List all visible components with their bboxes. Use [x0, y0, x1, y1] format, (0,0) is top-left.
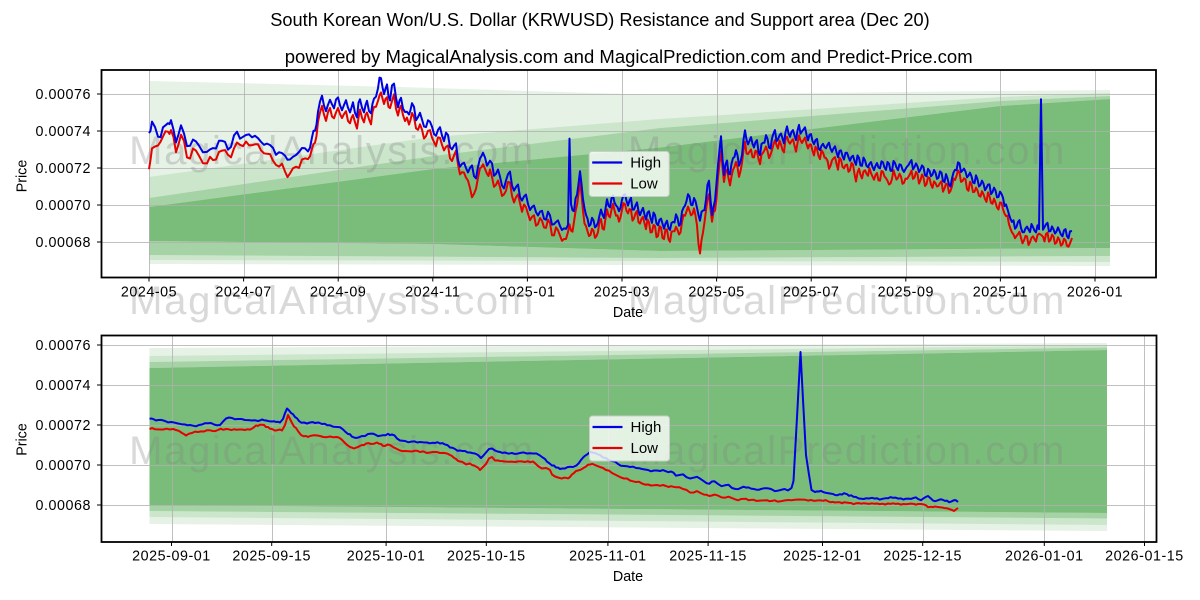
svg-text:MagicalAnalysis.com: MagicalAnalysis.com	[129, 279, 535, 323]
svg-text:High: High	[631, 419, 662, 436]
svg-text:0.00068: 0.00068	[35, 235, 91, 251]
svg-text:2024-07: 2024-07	[215, 285, 271, 301]
svg-text:2025-09-15: 2025-09-15	[232, 549, 311, 565]
svg-text:MagicalPrediction.com: MagicalPrediction.com	[628, 429, 1066, 473]
svg-text:2025-11: 2025-11	[973, 285, 1028, 301]
svg-text:2024-05: 2024-05	[121, 285, 177, 301]
svg-text:0.00072: 0.00072	[35, 418, 91, 434]
svg-text:Low: Low	[631, 440, 659, 457]
svg-text:2025-12-15: 2025-12-15	[883, 549, 962, 565]
svg-text:0.00074: 0.00074	[35, 378, 91, 394]
svg-text:Date: Date	[613, 305, 643, 321]
svg-text:2025-11-15: 2025-11-15	[669, 549, 747, 565]
svg-text:0.00076: 0.00076	[35, 87, 91, 103]
svg-text:2024-09: 2024-09	[310, 285, 366, 301]
svg-text:2024-11: 2024-11	[405, 285, 460, 301]
svg-text:Price: Price	[15, 160, 31, 193]
svg-text:2025-12-01: 2025-12-01	[783, 549, 862, 565]
svg-text:0.00074: 0.00074	[35, 124, 91, 140]
svg-text:0.00076: 0.00076	[35, 338, 91, 354]
svg-text:2025-09-01: 2025-09-01	[132, 549, 211, 565]
svg-text:2025-09: 2025-09	[878, 285, 934, 301]
svg-text:2025-11-01: 2025-11-01	[569, 549, 647, 565]
svg-text:2025-05: 2025-05	[688, 285, 744, 301]
svg-text:Date: Date	[613, 569, 643, 585]
svg-text:Low: Low	[630, 176, 658, 193]
svg-text:2026-01-01: 2026-01-01	[1005, 549, 1084, 565]
svg-text:MagicalAnalysis.com: MagicalAnalysis.com	[129, 129, 535, 173]
svg-text:2026-01-15: 2026-01-15	[1105, 549, 1184, 565]
svg-text:South Korean Won/U.S. Dollar (: South Korean Won/U.S. Dollar (KRWUSD) Re…	[270, 10, 929, 30]
svg-text:powered by MagicalAnalysis.com: powered by MagicalAnalysis.com and Magic…	[285, 46, 973, 67]
svg-text:2025-10-15: 2025-10-15	[447, 549, 526, 565]
svg-text:0.00068: 0.00068	[35, 498, 91, 514]
svg-text:Price: Price	[15, 423, 31, 456]
svg-text:2025-10-01: 2025-10-01	[347, 549, 426, 565]
svg-text:High: High	[630, 155, 661, 172]
svg-text:2026-01: 2026-01	[1067, 285, 1123, 301]
svg-text:MagicalPrediction.com: MagicalPrediction.com	[628, 279, 1066, 323]
svg-text:0.00070: 0.00070	[35, 198, 91, 214]
svg-text:2025-07: 2025-07	[783, 285, 839, 301]
svg-text:2025-03: 2025-03	[594, 285, 650, 301]
svg-text:0.00070: 0.00070	[35, 458, 91, 474]
svg-text:2025-01: 2025-01	[499, 285, 555, 301]
svg-text:0.00072: 0.00072	[35, 161, 91, 177]
